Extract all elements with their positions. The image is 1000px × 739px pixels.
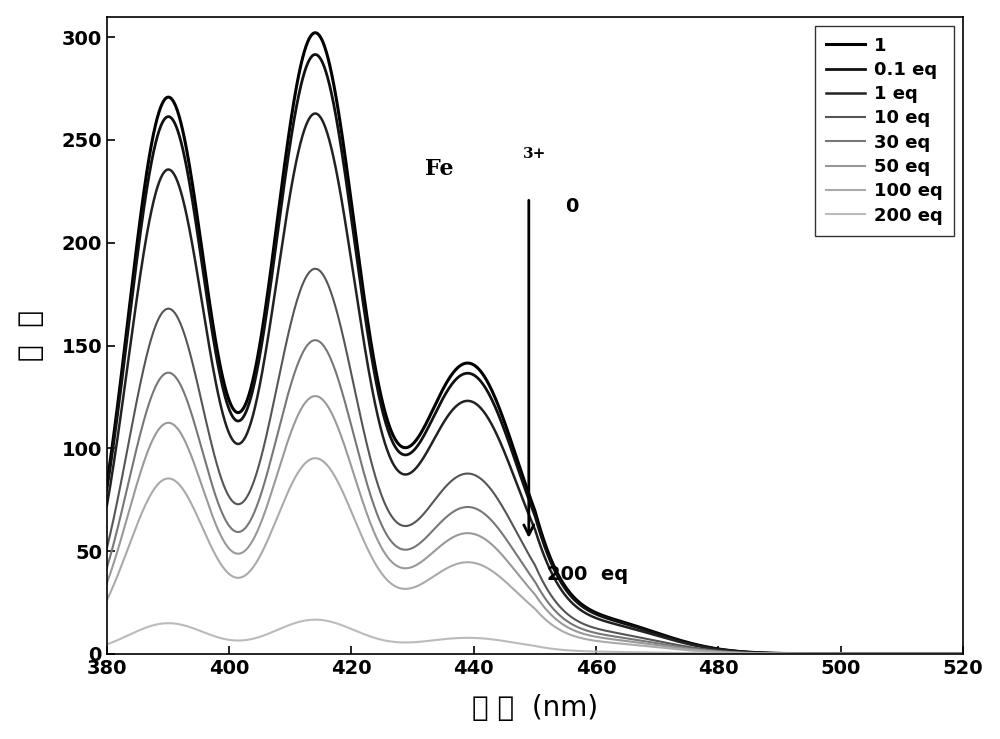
100 eq	[933, 650, 945, 658]
Line: 100 eq: 100 eq	[107, 458, 963, 654]
1	[932, 650, 944, 658]
50 eq	[309, 392, 321, 401]
1 eq	[495, 439, 507, 448]
100 eq	[145, 491, 157, 500]
10 eq	[309, 265, 321, 273]
30 eq	[309, 336, 321, 344]
100 eq	[775, 650, 787, 658]
1	[518, 474, 530, 483]
30 eq	[775, 649, 787, 658]
100 eq	[518, 594, 530, 603]
30 eq	[145, 395, 157, 403]
50 eq	[518, 576, 530, 585]
200 eq	[933, 650, 945, 658]
0.1 eq	[495, 416, 507, 425]
200 eq	[518, 640, 530, 649]
200 eq	[495, 636, 507, 645]
10 eq	[932, 650, 944, 658]
1	[145, 145, 157, 154]
10 eq	[101, 544, 113, 553]
10 eq	[957, 650, 969, 658]
50 eq	[775, 650, 787, 658]
Line: 200 eq: 200 eq	[107, 619, 963, 654]
50 eq	[933, 650, 945, 658]
30 eq	[932, 650, 944, 658]
100 eq	[495, 573, 507, 582]
X-axis label: 波 长  (nm): 波 长 (nm)	[472, 695, 598, 722]
200 eq	[957, 650, 969, 658]
200 eq	[309, 615, 321, 624]
Y-axis label: 强  度: 强 度	[17, 310, 45, 361]
200 eq	[932, 650, 944, 658]
1	[775, 649, 787, 658]
1 eq	[101, 502, 113, 511]
30 eq	[518, 561, 530, 570]
10 eq	[145, 337, 157, 346]
1	[101, 480, 113, 488]
1 eq	[933, 650, 945, 658]
30 eq	[933, 650, 945, 658]
Line: 10 eq: 10 eq	[107, 269, 963, 654]
200 eq	[775, 650, 787, 658]
10 eq	[518, 541, 530, 550]
1	[933, 650, 945, 658]
200 eq	[145, 621, 157, 630]
Line: 30 eq: 30 eq	[107, 340, 963, 654]
0.1 eq	[932, 650, 944, 658]
Text: 0: 0	[565, 197, 579, 216]
Line: 50 eq: 50 eq	[107, 396, 963, 654]
0.1 eq	[775, 649, 787, 658]
Line: 1 eq: 1 eq	[107, 114, 963, 654]
50 eq	[957, 650, 969, 658]
Text: Fe: Fe	[425, 158, 453, 180]
200 eq	[101, 640, 113, 649]
Legend: 1, 0.1 eq, 1 eq, 10 eq, 30 eq, 50 eq, 100 eq, 200 eq: 1, 0.1 eq, 1 eq, 10 eq, 30 eq, 50 eq, 10…	[815, 26, 954, 236]
50 eq	[932, 650, 944, 658]
0.1 eq	[309, 50, 321, 59]
Text: 3+: 3+	[523, 148, 546, 162]
30 eq	[495, 528, 507, 537]
10 eq	[495, 500, 507, 508]
1 eq	[518, 497, 530, 505]
1	[309, 28, 321, 37]
1	[495, 408, 507, 417]
Line: 0.1 eq: 0.1 eq	[107, 55, 963, 654]
30 eq	[101, 564, 113, 573]
0.1 eq	[518, 480, 530, 489]
1 eq	[775, 649, 787, 658]
0.1 eq	[933, 650, 945, 658]
0.1 eq	[145, 163, 157, 171]
0.1 eq	[957, 650, 969, 658]
Line: 1: 1	[107, 33, 963, 654]
10 eq	[933, 650, 945, 658]
1 eq	[309, 109, 321, 118]
1	[957, 650, 969, 658]
Text: 200  eq: 200 eq	[547, 565, 628, 584]
50 eq	[101, 579, 113, 588]
30 eq	[957, 650, 969, 658]
1 eq	[932, 650, 944, 658]
0.1 eq	[101, 486, 113, 494]
1 eq	[957, 650, 969, 658]
10 eq	[775, 649, 787, 658]
100 eq	[957, 650, 969, 658]
50 eq	[145, 440, 157, 449]
50 eq	[495, 549, 507, 558]
100 eq	[932, 650, 944, 658]
100 eq	[101, 596, 113, 605]
1 eq	[145, 211, 157, 219]
100 eq	[309, 454, 321, 463]
